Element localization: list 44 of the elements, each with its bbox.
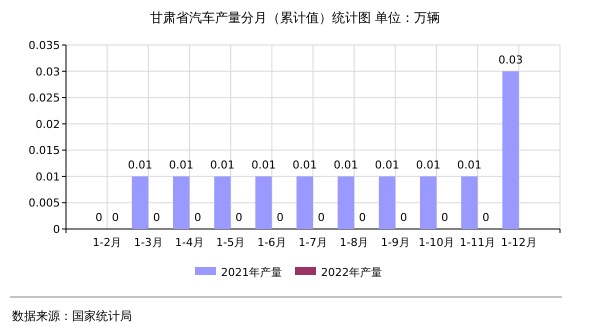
y-tick-label: 0 xyxy=(53,223,60,236)
data-label: 0.01 xyxy=(210,158,235,172)
data-label: 0 xyxy=(358,211,366,224)
data-label: 0.01 xyxy=(416,158,440,172)
y-tick-label: 0.03 xyxy=(36,65,60,78)
data-label: 0 xyxy=(153,211,160,224)
x-tick-label: 1-5月 xyxy=(216,236,246,249)
chart-title: 甘肃省汽车产量分月（累计值）统计图 单位：万辆 xyxy=(150,11,440,26)
data-label: 0 xyxy=(95,211,102,224)
data-label: 0 xyxy=(194,211,202,224)
source-note: 数据来源：国家统计局 xyxy=(12,309,132,323)
y-tick-label: 0.025 xyxy=(28,92,60,105)
y-tick-label: 0.02 xyxy=(36,118,60,131)
x-tick-label: 1-3月 xyxy=(134,236,163,249)
data-label: 0.01 xyxy=(457,158,482,172)
x-tick-label: 1-12月 xyxy=(500,236,537,249)
data-label: 0.01 xyxy=(169,158,194,172)
data-label: 0.01 xyxy=(374,158,400,172)
data-label: 0.01 xyxy=(128,158,152,172)
y-tick-label: 0.035 xyxy=(28,39,60,52)
data-label: 0.03 xyxy=(498,53,523,66)
x-tick-label: 1-11月 xyxy=(460,236,496,249)
y-tick-label: 0.01 xyxy=(36,170,60,184)
data-label: 0 xyxy=(482,211,490,224)
data-label: 0 xyxy=(112,211,119,224)
x-tick-label: 1-7月 xyxy=(298,236,328,249)
y-tick-label: 0.015 xyxy=(28,144,60,158)
y-tick-label: 0.005 xyxy=(28,196,60,210)
data-label: 0 xyxy=(400,211,408,224)
x-tick-label: 1-10月 xyxy=(418,236,454,249)
data-label: 0 xyxy=(441,211,448,224)
data-label: 0.01 xyxy=(292,158,317,172)
legend-label: 2021年产量 xyxy=(221,266,282,279)
x-tick-label: 1-6月 xyxy=(257,236,286,249)
data-label: 0.01 xyxy=(334,158,358,172)
x-tick-label: 1-9月 xyxy=(380,236,410,249)
data-label: 0.01 xyxy=(251,158,276,172)
legend-label: 2022年产量 xyxy=(321,266,382,279)
x-tick-label: 1-2月 xyxy=(92,236,122,249)
x-tick-label: 1-4月 xyxy=(175,236,204,249)
data-label: 0 xyxy=(318,211,325,224)
data-label: 0 xyxy=(235,211,242,224)
data-label: 0 xyxy=(276,211,284,224)
x-tick-label: 1-8月 xyxy=(340,236,369,249)
